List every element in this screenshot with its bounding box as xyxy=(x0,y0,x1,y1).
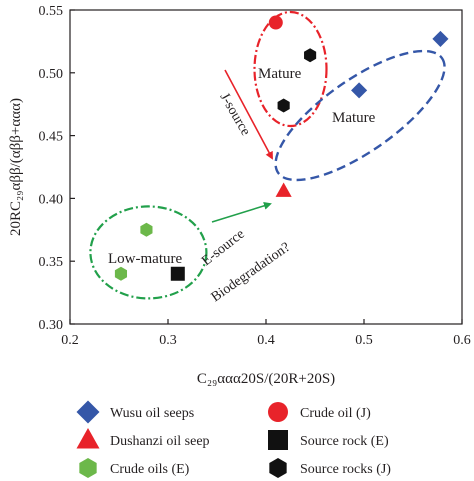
legend-label: Source rocks (J) xyxy=(300,462,391,477)
legend-label: Wusu oil seeps xyxy=(110,406,194,421)
y-tick-label: 0.40 xyxy=(39,192,64,207)
data-point xyxy=(351,82,368,99)
data-points xyxy=(114,15,449,281)
data-point xyxy=(277,98,290,113)
mature-wusu-ellipse xyxy=(274,49,446,182)
x-axis-title: C₂₉ααα20S/(20R+20S) xyxy=(197,371,335,387)
y-axis-title: 20RC₂₉αββ/(αββ+ααα) xyxy=(8,98,24,236)
mature-j-ellipse xyxy=(253,10,328,128)
legend-marker xyxy=(79,458,97,478)
x-tick-label: 0.2 xyxy=(61,333,79,348)
legend-marker xyxy=(268,402,288,422)
legend-marker xyxy=(76,400,100,424)
mature-blue-label: Mature xyxy=(332,110,376,126)
data-point xyxy=(268,15,283,30)
x-tick-label: 0.4 xyxy=(257,333,275,348)
y-tick-label: 0.45 xyxy=(39,130,64,145)
low-mature-ellipse xyxy=(89,205,208,300)
y-tick-label: 0.30 xyxy=(39,318,64,333)
e-source-arrow xyxy=(211,201,272,223)
plot-frame xyxy=(69,9,463,325)
trend-arrows xyxy=(211,69,273,223)
low-mature-label: Low-mature xyxy=(108,251,182,267)
legend-marker xyxy=(76,428,100,449)
data-point xyxy=(140,222,153,237)
legend-marker xyxy=(268,430,288,450)
grouping-ellipses xyxy=(89,10,446,300)
legend-marker xyxy=(269,458,287,478)
data-point xyxy=(275,182,292,197)
y-tick-label: 0.35 xyxy=(39,255,64,270)
j-source-label: J-source xyxy=(217,91,253,139)
data-point xyxy=(114,266,128,281)
mature-red-label: Mature xyxy=(258,66,302,82)
legend: Wusu oil seeps Crude oil (J) Dushanzi oil … xyxy=(76,400,391,478)
x-tick-label: 0.3 xyxy=(159,333,177,348)
data-point xyxy=(170,266,185,281)
x-tick-label: 0.6 xyxy=(453,333,471,348)
legend-label: Crude oils (E) xyxy=(110,462,190,477)
y-tick-label: 0.55 xyxy=(39,4,64,19)
y-tick-label: 0.50 xyxy=(39,67,64,82)
axis-ticks: 0.2 0.3 0.4 0.5 0.6 0.30 0.35 0.40 0.45 0.50 0.55 xyxy=(39,4,471,348)
legend-label: Dushanzi oil seep xyxy=(110,434,210,449)
data-point xyxy=(304,48,317,63)
j-source-arrow xyxy=(224,69,273,160)
legend-label: Crude oil (J) xyxy=(300,406,371,421)
data-point xyxy=(432,30,449,47)
x-tick-label: 0.5 xyxy=(355,333,373,348)
e-source-label: E-source xyxy=(199,227,247,269)
legend-label: Source rock (E) xyxy=(300,434,389,449)
